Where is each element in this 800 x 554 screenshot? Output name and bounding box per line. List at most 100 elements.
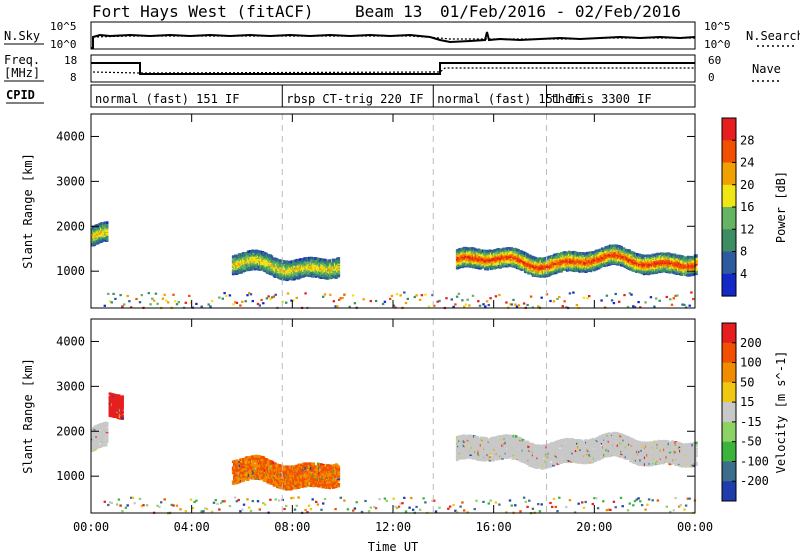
scatter-cell [488, 265, 492, 269]
scatter-cell [462, 246, 466, 250]
scatter-cell [578, 270, 581, 273]
ground-scatter-cell [135, 297, 138, 301]
ground-scatter-cell [572, 291, 575, 294]
ground-scatter-cell [683, 303, 686, 306]
scatter-cell [461, 437, 465, 441]
freq-left-top-tick: 18 [64, 54, 77, 67]
ground-scatter-cell [549, 299, 552, 303]
scatter-cell [539, 257, 543, 261]
scatter-cell [105, 226, 109, 230]
scatter-cell [540, 269, 544, 273]
scatter-cell [694, 272, 698, 276]
scatter-cell [557, 266, 561, 270]
scatter-cell [628, 249, 631, 252]
ground-scatter-cell [140, 294, 143, 297]
power-panel-bg [91, 114, 695, 308]
scatter-cell [497, 251, 501, 255]
scatter-cell [461, 449, 465, 452]
scatter-cell [459, 457, 463, 460]
ground-scatter-cell [461, 299, 464, 302]
ground-scatter-cell [508, 303, 512, 306]
freq-unit-label: [MHz] [4, 66, 40, 80]
ground-scatter-cell [167, 301, 170, 304]
cpid-mode-label: normal (fast) 151 IF [437, 92, 582, 106]
ground-scatter-cell [512, 298, 515, 301]
ground-scatter-cell [221, 297, 224, 300]
ground-scatter-cell [211, 299, 214, 303]
ground-scatter-cell [633, 306, 637, 309]
beam-label: Beam 13 [355, 2, 422, 21]
ground-scatter-cell [630, 293, 633, 296]
ground-scatter-cell [272, 295, 276, 298]
ground-scatter-cell [396, 293, 399, 296]
colorbar-tick-label: 8 [740, 245, 747, 259]
scatter-cell [552, 268, 555, 271]
scatter-cell [694, 263, 698, 266]
ground-scatter-cell [526, 303, 529, 307]
nave-line [92, 67, 695, 74]
cpid-label: CPID [6, 88, 35, 102]
frequency-strip: Freq. [MHz] 18 8 60 0 Nave [4, 53, 781, 84]
ground-scatter-cell [119, 294, 122, 297]
scatter-cell [270, 255, 274, 258]
ground-scatter-cell [674, 294, 677, 297]
ground-scatter-cell [189, 301, 193, 304]
scatter-cell [613, 244, 617, 247]
ground-scatter-cell [223, 292, 226, 295]
ground-scatter-cell [438, 299, 441, 303]
scatter-cell [299, 275, 303, 278]
scatter-cell [105, 238, 109, 241]
ground-scatter-cell [362, 298, 365, 301]
ground-scatter-cell [343, 293, 346, 296]
ground-scatter-cell [374, 299, 378, 303]
scatter-cell [620, 246, 623, 249]
ground-scatter-cell [644, 301, 647, 304]
ground-scatter-cell [353, 302, 357, 305]
ground-scatter-cell [195, 302, 198, 305]
scatter-cell [477, 252, 481, 255]
scatter-cell [636, 253, 639, 256]
freq-line [91, 62, 695, 75]
ground-scatter-cell [154, 292, 158, 295]
ground-scatter-cell [540, 296, 543, 299]
ground-scatter-cell [424, 293, 427, 296]
scatter-cell [628, 258, 631, 261]
scatter-cell [666, 265, 670, 269]
ground-scatter-cell [274, 293, 277, 296]
ground-scatter-cell [248, 291, 251, 295]
scatter-cell [475, 248, 478, 252]
ground-scatter-cell [665, 295, 668, 299]
colorbar-tick-label: 4 [740, 267, 747, 281]
ground-scatter-cell [658, 299, 661, 302]
ground-scatter-cell [610, 299, 614, 302]
scatter-cell [515, 259, 519, 263]
ground-scatter-cell [332, 300, 335, 303]
ground-scatter-cell [568, 292, 572, 295]
scatter-cell [310, 256, 313, 260]
ground-scatter-cell [107, 292, 110, 295]
scatter-cell [475, 251, 478, 254]
ground-scatter-cell [161, 297, 165, 300]
ground-scatter-cell [688, 304, 691, 307]
ground-scatter-cell [399, 294, 402, 297]
colorbar-tick-label: 16 [740, 200, 754, 214]
scatter-cell [305, 274, 309, 277]
ground-scatter-cell [121, 305, 124, 308]
ground-scatter-cell [188, 294, 191, 297]
scatter-cell [252, 255, 256, 259]
ground-scatter-cell [565, 306, 568, 309]
ground-scatter-cell [108, 300, 112, 303]
scatter-cell [603, 264, 606, 268]
power-ylabel: Slant Range [km] [21, 153, 35, 269]
scatter-cell [303, 258, 307, 262]
ground-scatter-cell [114, 297, 117, 300]
scatter-cell [458, 250, 461, 254]
ground-scatter-cell [292, 299, 295, 302]
ground-scatter-cell [618, 300, 621, 303]
nave-label: Nave [752, 62, 781, 76]
colorbar-segment [722, 229, 736, 253]
ground-scatter-cell [334, 305, 337, 308]
ground-scatter-cell [304, 292, 307, 295]
